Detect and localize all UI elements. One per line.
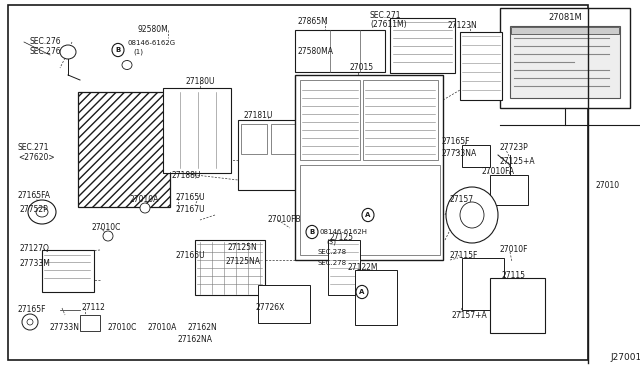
- Text: 27726X: 27726X: [255, 304, 284, 312]
- Text: 27733N: 27733N: [50, 324, 80, 333]
- Text: SEC.276: SEC.276: [30, 48, 61, 57]
- Ellipse shape: [460, 202, 484, 228]
- Text: 27010A: 27010A: [148, 324, 177, 333]
- Text: B: B: [309, 229, 315, 235]
- Text: 27125: 27125: [330, 234, 354, 243]
- Text: 27081M: 27081M: [548, 13, 582, 22]
- Bar: [241, 124, 267, 154]
- Bar: [490, 278, 545, 333]
- Text: 27157+A: 27157+A: [452, 311, 488, 320]
- Text: 27010A: 27010A: [130, 196, 159, 205]
- Text: SEC.278: SEC.278: [318, 249, 347, 255]
- Ellipse shape: [60, 45, 76, 59]
- Text: (27611M): (27611M): [370, 19, 406, 29]
- Text: SEC.271: SEC.271: [370, 10, 401, 19]
- Text: 27010: 27010: [595, 180, 619, 189]
- Bar: [460, 32, 502, 100]
- Text: 27115F: 27115F: [450, 250, 478, 260]
- Bar: [195, 240, 265, 295]
- Text: 27010FB: 27010FB: [268, 215, 301, 224]
- Text: 27733M: 27733M: [20, 260, 51, 269]
- Text: SEC.278: SEC.278: [318, 260, 347, 266]
- Text: 27127Q: 27127Q: [20, 244, 50, 253]
- Text: B: B: [115, 47, 120, 53]
- Text: 27112: 27112: [82, 304, 106, 312]
- Text: 27125N: 27125N: [228, 244, 258, 253]
- Text: 27010C: 27010C: [92, 224, 122, 232]
- Text: <27620>: <27620>: [18, 154, 54, 163]
- Text: 27165U: 27165U: [175, 250, 205, 260]
- Bar: [363, 80, 438, 160]
- Ellipse shape: [446, 187, 498, 243]
- Ellipse shape: [28, 200, 56, 224]
- Text: 27165FA: 27165FA: [18, 190, 51, 199]
- Ellipse shape: [306, 225, 318, 238]
- Text: 27162N: 27162N: [188, 324, 218, 333]
- Text: 08146-6162H: 08146-6162H: [320, 229, 368, 235]
- Text: (1): (1): [133, 49, 143, 55]
- Bar: [80, 315, 100, 331]
- Bar: [258, 285, 310, 323]
- Text: 27165F: 27165F: [18, 305, 47, 314]
- Text: 27865M: 27865M: [298, 17, 329, 26]
- Text: J270011Y: J270011Y: [610, 353, 640, 362]
- Text: A: A: [365, 212, 371, 218]
- Text: 27181U: 27181U: [243, 112, 273, 121]
- Ellipse shape: [356, 285, 368, 299]
- Text: 27723P: 27723P: [500, 144, 529, 153]
- Text: A: A: [359, 289, 365, 295]
- Bar: [42, 250, 94, 292]
- Text: 27010FA: 27010FA: [482, 167, 515, 176]
- Text: (3): (3): [326, 239, 336, 245]
- Text: 27167U: 27167U: [175, 205, 205, 215]
- Bar: [238, 120, 300, 190]
- Text: 27165F: 27165F: [442, 138, 470, 147]
- Text: 27125+A: 27125+A: [500, 157, 536, 167]
- Text: 27123N: 27123N: [448, 20, 477, 29]
- Ellipse shape: [112, 44, 124, 57]
- Text: 27122M: 27122M: [348, 263, 378, 273]
- Text: 27165U: 27165U: [175, 193, 205, 202]
- Text: 27752P: 27752P: [20, 205, 49, 215]
- Text: 27010F: 27010F: [500, 246, 529, 254]
- Bar: [78, 92, 170, 207]
- Bar: [511, 27, 619, 34]
- Text: 27157: 27157: [450, 196, 474, 205]
- Bar: [510, 26, 620, 98]
- Bar: [355, 270, 397, 325]
- Text: 27733NA: 27733NA: [442, 148, 477, 157]
- Bar: [500, 8, 630, 108]
- Bar: [462, 145, 490, 167]
- Ellipse shape: [122, 61, 132, 70]
- Bar: [295, 75, 443, 260]
- Text: 27180U: 27180U: [185, 77, 214, 87]
- Bar: [163, 88, 231, 173]
- Ellipse shape: [103, 231, 113, 241]
- Bar: [328, 240, 360, 295]
- Text: 27010C: 27010C: [108, 324, 138, 333]
- Bar: [462, 258, 504, 310]
- Ellipse shape: [22, 314, 38, 330]
- Text: 27580MA: 27580MA: [298, 48, 334, 57]
- Text: 08146-6162G: 08146-6162G: [127, 40, 175, 46]
- Bar: [390, 18, 455, 73]
- Ellipse shape: [362, 208, 374, 222]
- Ellipse shape: [140, 203, 150, 213]
- Bar: [295, 30, 385, 72]
- Text: 27015: 27015: [350, 64, 374, 73]
- Text: 27125NA: 27125NA: [226, 257, 261, 266]
- Text: SEC.271: SEC.271: [18, 144, 49, 153]
- Bar: [490, 175, 528, 205]
- Text: 92580M: 92580M: [137, 26, 168, 35]
- Bar: [300, 165, 440, 255]
- Ellipse shape: [27, 319, 33, 325]
- Bar: [271, 124, 297, 154]
- Bar: [300, 80, 360, 160]
- Text: SEC.276: SEC.276: [30, 38, 61, 46]
- Text: 27162NA: 27162NA: [178, 336, 213, 344]
- Text: 27188U: 27188U: [172, 170, 202, 180]
- Ellipse shape: [36, 207, 48, 217]
- Text: 27115: 27115: [502, 270, 526, 279]
